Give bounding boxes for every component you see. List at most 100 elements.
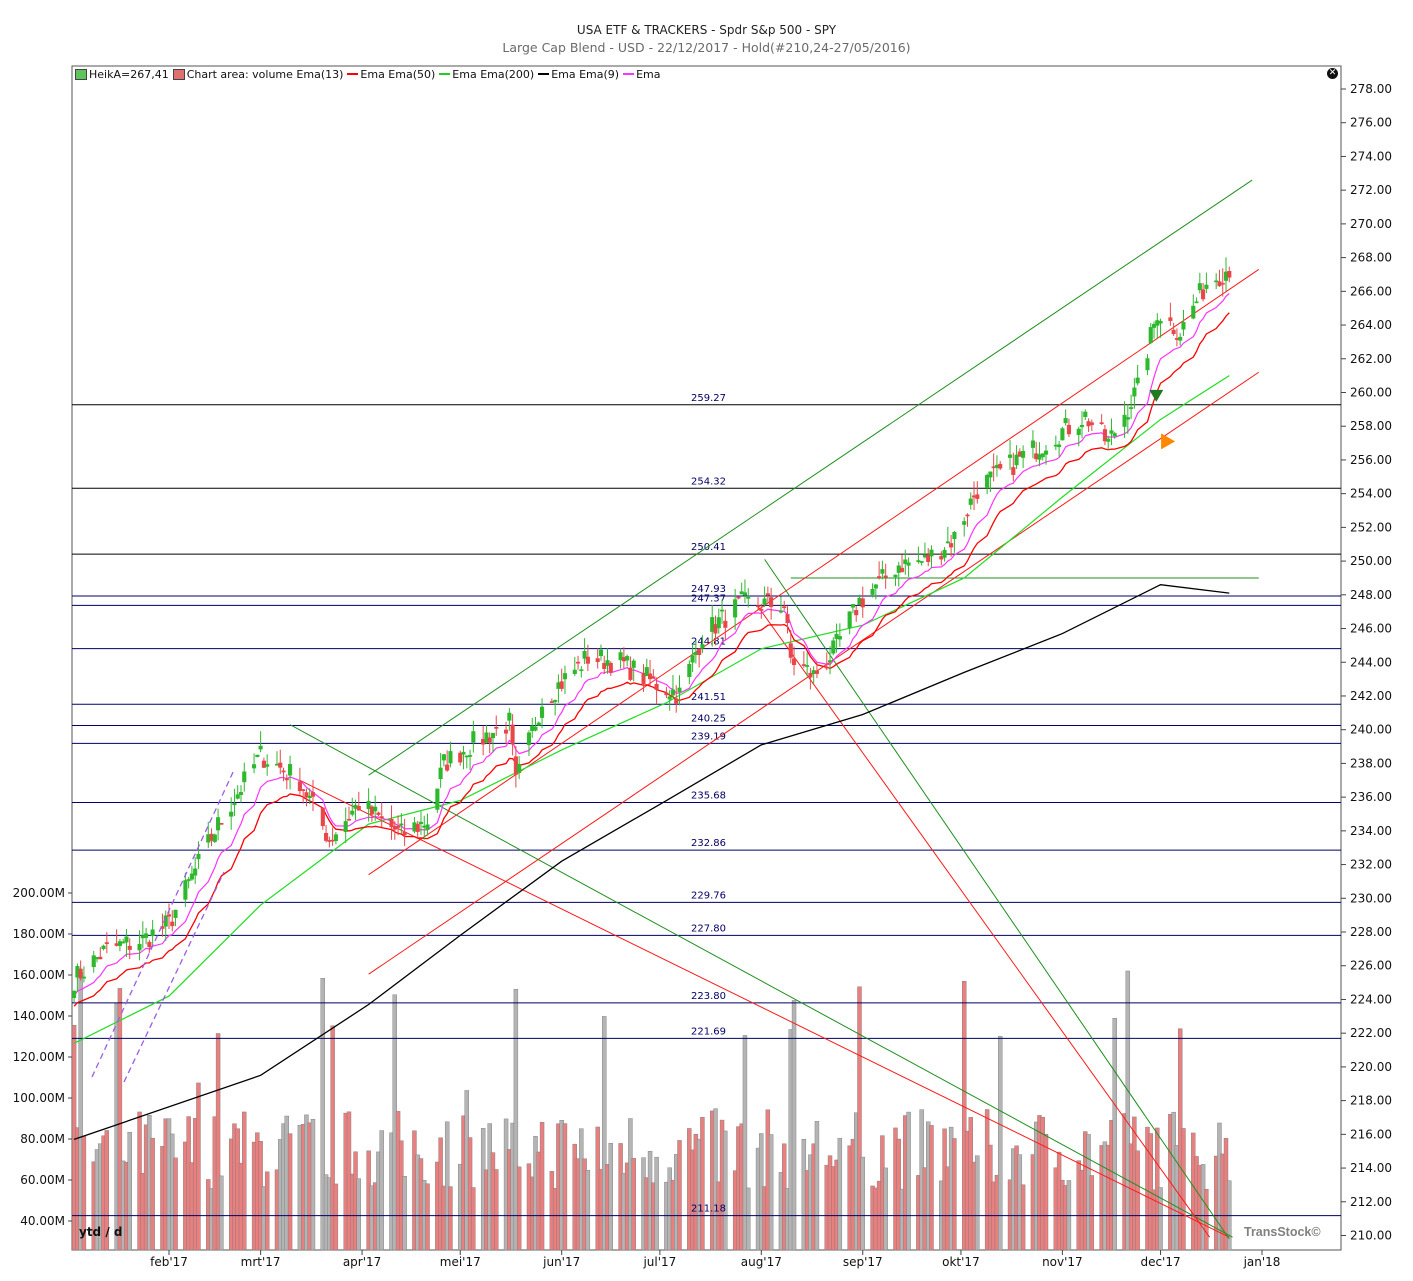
y-tick-label: 240.00 <box>1350 723 1392 737</box>
candle-body <box>150 929 155 937</box>
volume-bar <box>330 1025 335 1251</box>
candle-body <box>893 574 898 578</box>
chart-title: USA ETF & TRACKERS - Spdr S&p 500 - SPY <box>576 23 837 37</box>
legend-item: HeikA=267,41 <box>75 68 169 81</box>
candle-body <box>281 770 286 773</box>
y-tick-label: 264.00 <box>1350 318 1392 332</box>
channel-line <box>368 179 1253 776</box>
y-tick-label: 220.00 <box>1350 1060 1392 1074</box>
volume-bar <box>196 1082 201 1251</box>
candle-body <box>301 789 306 791</box>
volume-bar <box>857 986 862 1251</box>
close-icon[interactable]: ✕ <box>1327 68 1338 79</box>
guide-line <box>123 871 225 1083</box>
volume-bar <box>723 1130 728 1251</box>
volume-bar <box>320 978 326 1251</box>
volume-bar <box>1181 1128 1186 1251</box>
candle-body <box>1145 358 1150 371</box>
candle-body <box>985 475 990 488</box>
candle-body <box>1040 453 1045 458</box>
candle-body <box>677 687 682 693</box>
candle-body <box>458 752 463 763</box>
candle-body <box>252 764 257 769</box>
volume-bar <box>471 1187 476 1251</box>
level-label: 229.76 <box>691 890 726 901</box>
volume-bar <box>631 1158 636 1251</box>
volume-bar <box>814 1121 820 1251</box>
candle-body <box>965 514 970 517</box>
volume-bar <box>539 1122 545 1251</box>
candle-body <box>435 788 440 810</box>
volume-bar <box>117 988 123 1251</box>
candle-body <box>333 834 338 842</box>
candle-body <box>608 662 613 673</box>
candle-body <box>1083 411 1088 418</box>
y-tick-label: 244.00 <box>1350 655 1392 669</box>
candle-body <box>144 933 149 938</box>
y-tick-label: 252.00 <box>1350 520 1392 534</box>
y-tick-label: 268.00 <box>1350 251 1392 265</box>
chart-legend: HeikA=267,41 Chart area: volume Ema(13) Em… <box>75 66 664 82</box>
ema-line <box>73 584 1230 1141</box>
candle-body <box>880 569 885 574</box>
candle-body <box>324 832 329 841</box>
x-tick-label: jul'17 <box>642 1255 676 1269</box>
x-tick-label: aug'17 <box>741 1255 782 1269</box>
candle-body <box>278 762 283 768</box>
volume-bar <box>1135 1150 1140 1251</box>
candle-body <box>415 823 420 832</box>
y-tick-label: 256.00 <box>1350 453 1392 467</box>
candle-body <box>232 802 237 806</box>
candle-body <box>585 656 590 664</box>
candle-body <box>81 976 86 979</box>
candle-body <box>1204 284 1209 289</box>
chart-subtitle: Large Cap Blend - USD - 22/12/2017 - Hol… <box>502 40 911 55</box>
legend-item: Chart area: volume Ema(13) <box>172 68 343 81</box>
candle-body <box>1043 450 1049 455</box>
y-tick-label: 232.00 <box>1350 858 1392 872</box>
y-tick-label: 218.00 <box>1350 1094 1392 1108</box>
candle-body <box>373 806 378 812</box>
legend-label: Ema Ema(200) <box>452 67 535 81</box>
candle-body <box>906 562 911 566</box>
candle-body <box>788 643 793 658</box>
x-tick-label: mei'17 <box>440 1255 481 1269</box>
volume-bar <box>791 1000 797 1251</box>
level-label: 227.80 <box>691 923 726 934</box>
candle-body <box>137 943 142 951</box>
y-tick-label: 238.00 <box>1350 756 1392 770</box>
candle-body <box>1063 418 1068 424</box>
candle-body <box>461 751 466 755</box>
volume-bar <box>837 1137 843 1251</box>
candle-body <box>101 945 106 950</box>
candle-body <box>1076 428 1081 436</box>
candle-body <box>471 731 476 743</box>
volume-bar <box>219 1175 224 1251</box>
candle-body <box>576 661 581 664</box>
candle-body <box>170 921 175 927</box>
volume-bar <box>173 1157 178 1251</box>
y-tick-label: 212.00 <box>1350 1195 1392 1209</box>
axes: 278.00 276.00 274.00 272.00 270.00 268.00 266.… <box>13 82 1392 1269</box>
candle-body <box>438 767 443 780</box>
volume-bar <box>1020 1184 1026 1251</box>
price-candles <box>72 257 1232 1002</box>
y-tick-label: 266.00 <box>1350 284 1392 298</box>
volume-tick-label: 200.00M <box>13 886 65 900</box>
volume-bar <box>952 1138 957 1251</box>
candle-body <box>242 771 247 783</box>
candle-body <box>392 825 397 830</box>
candle-body <box>1109 430 1114 434</box>
buy-arrow-icon <box>1149 389 1164 402</box>
level-label: 254.32 <box>691 476 726 487</box>
candle-body <box>255 754 260 757</box>
candle-body <box>1194 301 1199 304</box>
y-tick-label: 270.00 <box>1350 217 1392 231</box>
candle-body <box>837 636 842 640</box>
channel-line <box>289 724 1233 1238</box>
legend-label: Ema Ema(50) <box>360 67 436 81</box>
candle-body <box>418 821 424 824</box>
candle-body <box>759 609 764 611</box>
candle-body <box>1158 321 1163 324</box>
